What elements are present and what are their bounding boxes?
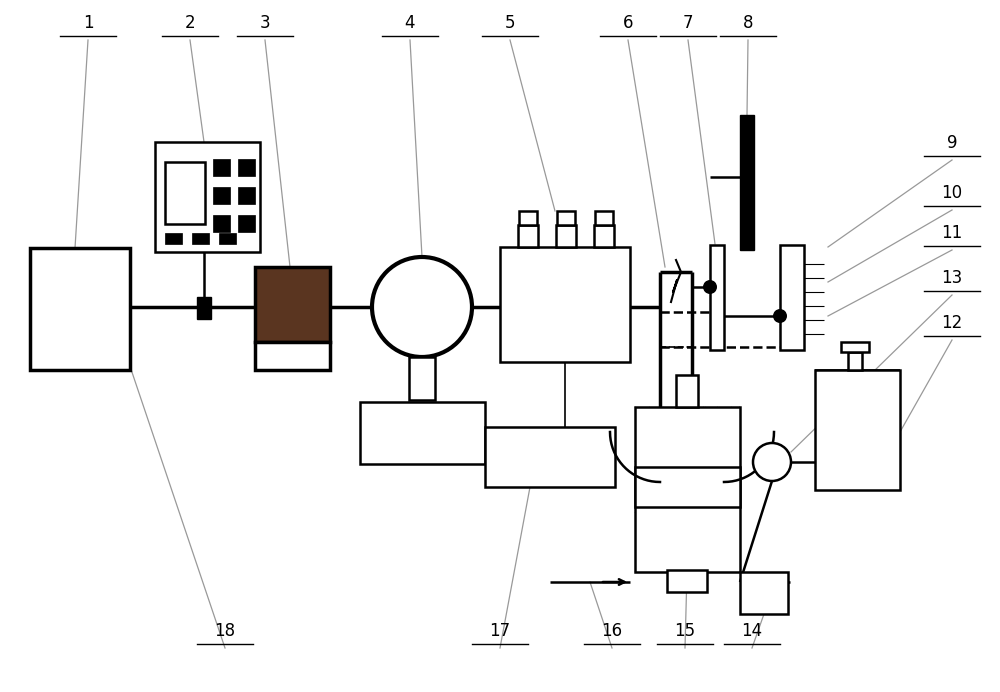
Bar bbox=[238, 159, 255, 176]
Bar bbox=[165, 162, 205, 224]
Text: 11: 11 bbox=[941, 224, 963, 242]
Text: 5: 5 bbox=[505, 14, 515, 32]
Text: 1: 1 bbox=[83, 14, 93, 32]
Bar bbox=[238, 187, 255, 204]
Text: 7: 7 bbox=[683, 14, 693, 32]
Circle shape bbox=[773, 309, 787, 323]
Bar bbox=[30, 248, 130, 370]
Text: 14: 14 bbox=[741, 622, 763, 640]
Bar bbox=[557, 211, 575, 225]
Circle shape bbox=[753, 443, 791, 481]
Text: 4: 4 bbox=[405, 14, 415, 32]
Bar bbox=[409, 357, 435, 400]
Text: 8: 8 bbox=[743, 14, 753, 32]
Text: 18: 18 bbox=[214, 622, 236, 640]
Bar bbox=[635, 407, 740, 572]
Bar bbox=[197, 297, 211, 319]
Text: 3: 3 bbox=[260, 14, 270, 32]
Bar bbox=[740, 115, 754, 250]
Text: 10: 10 bbox=[941, 184, 963, 202]
Bar bbox=[740, 572, 788, 614]
Text: 13: 13 bbox=[941, 269, 963, 287]
Bar bbox=[780, 245, 804, 350]
Bar bbox=[848, 352, 862, 370]
Bar bbox=[213, 187, 230, 204]
Bar bbox=[676, 375, 698, 407]
Bar bbox=[594, 225, 614, 247]
Bar bbox=[360, 402, 485, 464]
Bar bbox=[192, 233, 209, 244]
Text: 9: 9 bbox=[947, 134, 957, 152]
Bar bbox=[841, 342, 869, 352]
Bar bbox=[518, 225, 538, 247]
Bar bbox=[500, 247, 630, 362]
Circle shape bbox=[703, 280, 717, 294]
Bar bbox=[255, 342, 330, 370]
Bar bbox=[595, 211, 613, 225]
Bar bbox=[165, 233, 182, 244]
Bar bbox=[556, 225, 576, 247]
Bar bbox=[155, 142, 260, 252]
Bar bbox=[219, 233, 236, 244]
Text: 12: 12 bbox=[941, 314, 963, 332]
Bar bbox=[213, 159, 230, 176]
Bar bbox=[710, 245, 724, 350]
Text: 15: 15 bbox=[674, 622, 696, 640]
Bar bbox=[485, 427, 615, 487]
Bar bbox=[238, 215, 255, 232]
Bar bbox=[255, 267, 330, 342]
Bar bbox=[519, 211, 537, 225]
Bar bbox=[815, 370, 900, 490]
Circle shape bbox=[372, 257, 472, 357]
Text: 17: 17 bbox=[489, 622, 511, 640]
Bar bbox=[667, 570, 707, 592]
Text: 2: 2 bbox=[185, 14, 195, 32]
Text: 16: 16 bbox=[601, 622, 623, 640]
Bar bbox=[213, 215, 230, 232]
Text: 6: 6 bbox=[623, 14, 633, 32]
Bar bbox=[635, 467, 740, 507]
